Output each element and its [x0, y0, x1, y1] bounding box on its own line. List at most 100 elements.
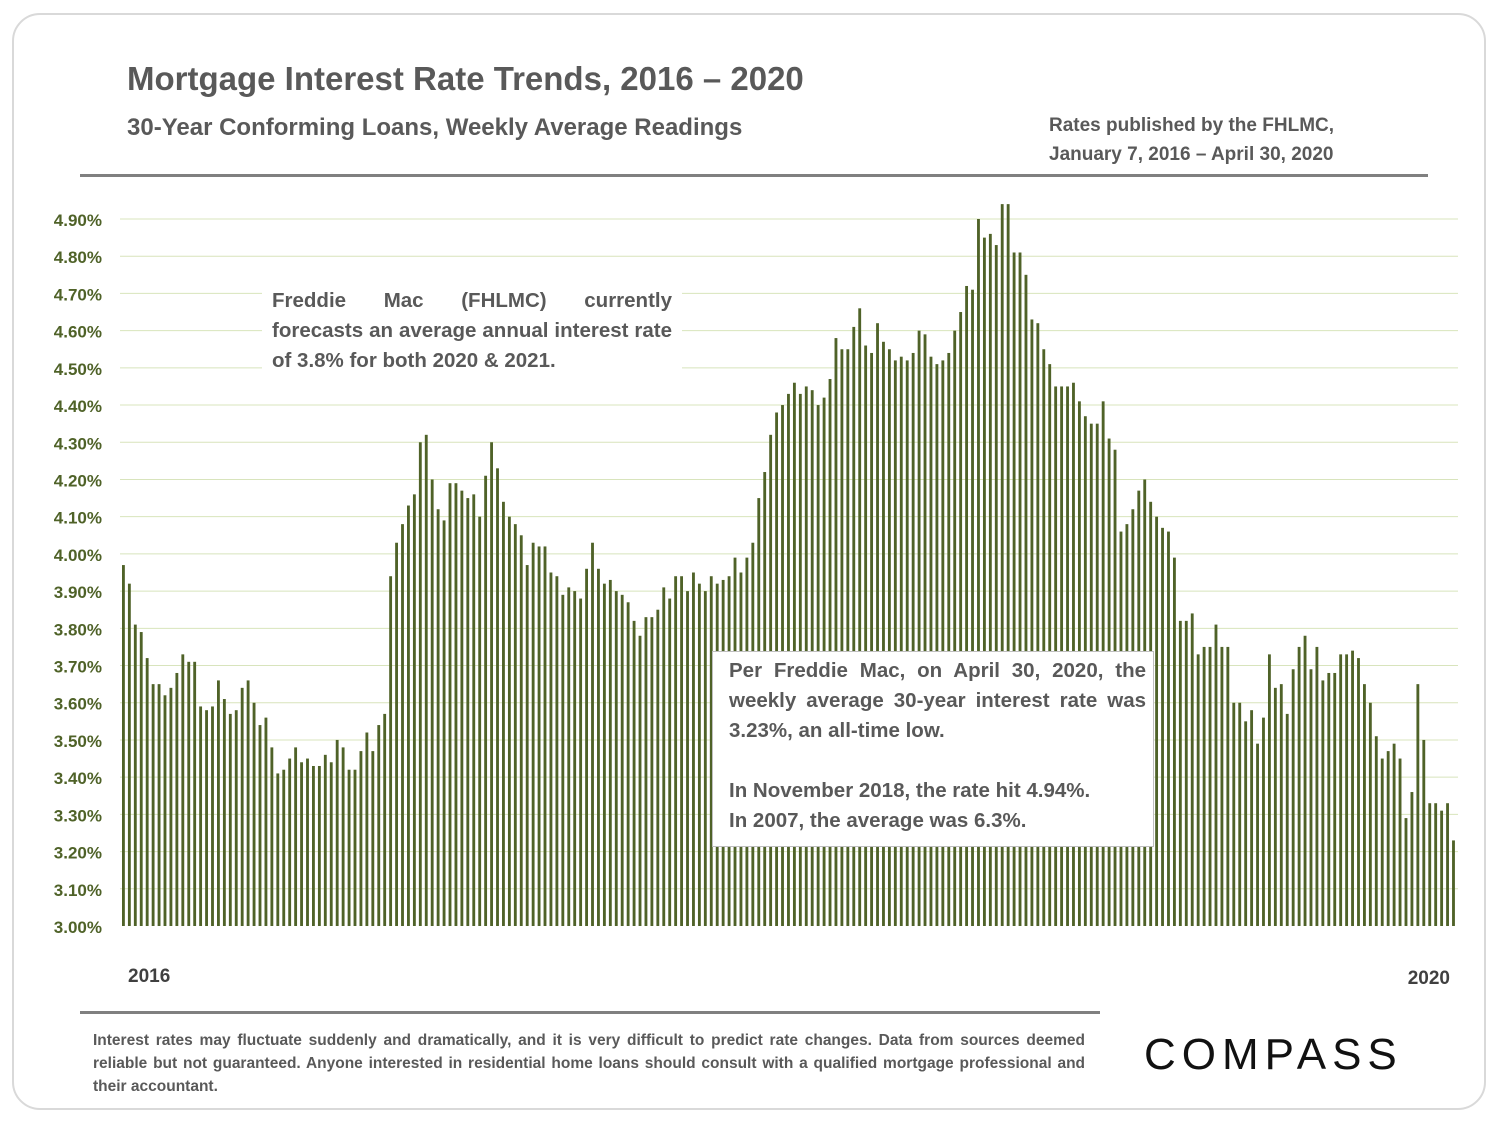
rate-bar — [519, 535, 523, 926]
rate-bar — [834, 338, 838, 926]
rate-bar — [436, 509, 440, 926]
rate-bar — [341, 747, 345, 926]
rate-bar — [971, 289, 974, 926]
y-tick-label: 4.80% — [54, 248, 102, 267]
rate-bar — [899, 356, 903, 926]
rate-bar — [1363, 684, 1366, 926]
rate-bar — [442, 520, 446, 926]
rate-bar — [668, 598, 672, 926]
rate-bar — [1226, 646, 1230, 926]
rate-bar — [258, 725, 262, 926]
rate-bar — [1042, 349, 1046, 926]
rate-bar — [1279, 684, 1283, 926]
rate-bar — [163, 695, 167, 926]
rate-bar — [507, 516, 511, 926]
rate-bar — [567, 587, 571, 926]
rate-bar — [1030, 319, 1034, 927]
rate-bar — [531, 542, 535, 926]
x-tick-label: 2016 — [128, 966, 170, 987]
rate-bar — [591, 542, 594, 926]
rate-bar — [371, 751, 375, 926]
rate-bar — [905, 360, 909, 926]
disclaimer-text: Interest rates may fluctuate suddenly an… — [93, 1032, 1085, 1095]
rate-bar — [1404, 818, 1408, 926]
rate-bar — [1167, 531, 1170, 926]
y-tick-label: 4.00% — [54, 546, 102, 565]
rate-bar — [175, 672, 179, 926]
rate-bar — [1297, 646, 1301, 926]
y-tick-label: 4.60% — [54, 323, 102, 342]
rate-bar — [959, 312, 963, 926]
rate-bar — [122, 565, 125, 926]
rate-bar — [199, 706, 203, 926]
rate-bar — [472, 494, 476, 926]
rate-bar — [1434, 803, 1438, 926]
rate-bar — [1386, 751, 1390, 926]
rate-bar — [1024, 274, 1028, 926]
y-tick-label: 3.20% — [54, 844, 102, 863]
source-line-2: January 7, 2016 – April 30, 2020 — [1049, 144, 1334, 165]
rate-bar — [579, 598, 583, 926]
slide-frame — [12, 13, 1486, 1110]
y-tick-label: 3.60% — [54, 695, 102, 714]
rate-bar — [1214, 624, 1218, 926]
rate-bar — [1333, 672, 1337, 926]
rate-bar — [466, 498, 470, 926]
rate-bar — [1196, 654, 1200, 926]
rate-bar — [496, 468, 499, 926]
rate-bar — [887, 349, 891, 926]
rate-bar — [935, 364, 939, 926]
rate-bar — [632, 620, 636, 926]
rate-bar — [205, 710, 208, 926]
rate-bar — [644, 617, 648, 926]
rate-bar — [169, 687, 173, 926]
rate-bar — [1178, 620, 1182, 926]
rate-bar — [222, 699, 226, 926]
rate-bar — [454, 483, 458, 926]
rate-bar — [525, 565, 529, 926]
rate-bar — [543, 546, 547, 926]
rate-bar — [1006, 204, 1010, 926]
source-note: Rates published by the FHLMC, January 7,… — [1049, 111, 1334, 169]
rate-bar — [335, 739, 339, 926]
rate-bar — [1036, 323, 1040, 926]
rate-bar — [709, 576, 713, 926]
rate-bar — [1398, 758, 1402, 926]
rate-bar — [602, 583, 606, 926]
rate-bar — [1357, 658, 1360, 926]
rate-bar — [911, 352, 915, 927]
y-tick-label: 4.70% — [54, 285, 102, 304]
rate-bar — [288, 758, 292, 926]
rate-bar — [1452, 840, 1455, 926]
y-tick-label: 3.00% — [54, 918, 102, 937]
y-tick-label: 4.50% — [54, 360, 102, 379]
rate-bar — [674, 576, 678, 926]
rate-bar — [662, 587, 666, 926]
rate-bar — [312, 765, 315, 926]
rate-bar — [270, 747, 274, 926]
y-tick-label: 4.40% — [54, 397, 102, 416]
rate-bar — [686, 591, 689, 926]
rate-bar — [923, 334, 927, 927]
rate-bar — [1012, 252, 1016, 927]
record-annotation-para1: Per Freddie Mac, on April 30, 2020, the … — [729, 659, 1146, 742]
y-tick-label: 4.10% — [54, 509, 102, 528]
rate-bar — [424, 434, 428, 926]
compass-logo: COMPASS — [1144, 1030, 1403, 1079]
rate-bar — [1327, 672, 1331, 926]
rate-bar — [1048, 364, 1052, 926]
rate-bar — [1172, 557, 1176, 926]
rate-bar — [276, 773, 280, 926]
rate-bar — [1410, 792, 1414, 926]
rate-bar — [1285, 713, 1289, 926]
rate-bar — [1208, 646, 1212, 926]
rate-bar — [1161, 527, 1164, 926]
y-tick-label: 3.90% — [54, 583, 102, 602]
rate-bar — [638, 635, 642, 926]
rate-bar — [1184, 620, 1188, 926]
rate-bar — [893, 360, 897, 926]
rate-bar — [1422, 739, 1426, 926]
rate-bar — [1374, 736, 1378, 926]
rate-bar — [988, 233, 992, 926]
